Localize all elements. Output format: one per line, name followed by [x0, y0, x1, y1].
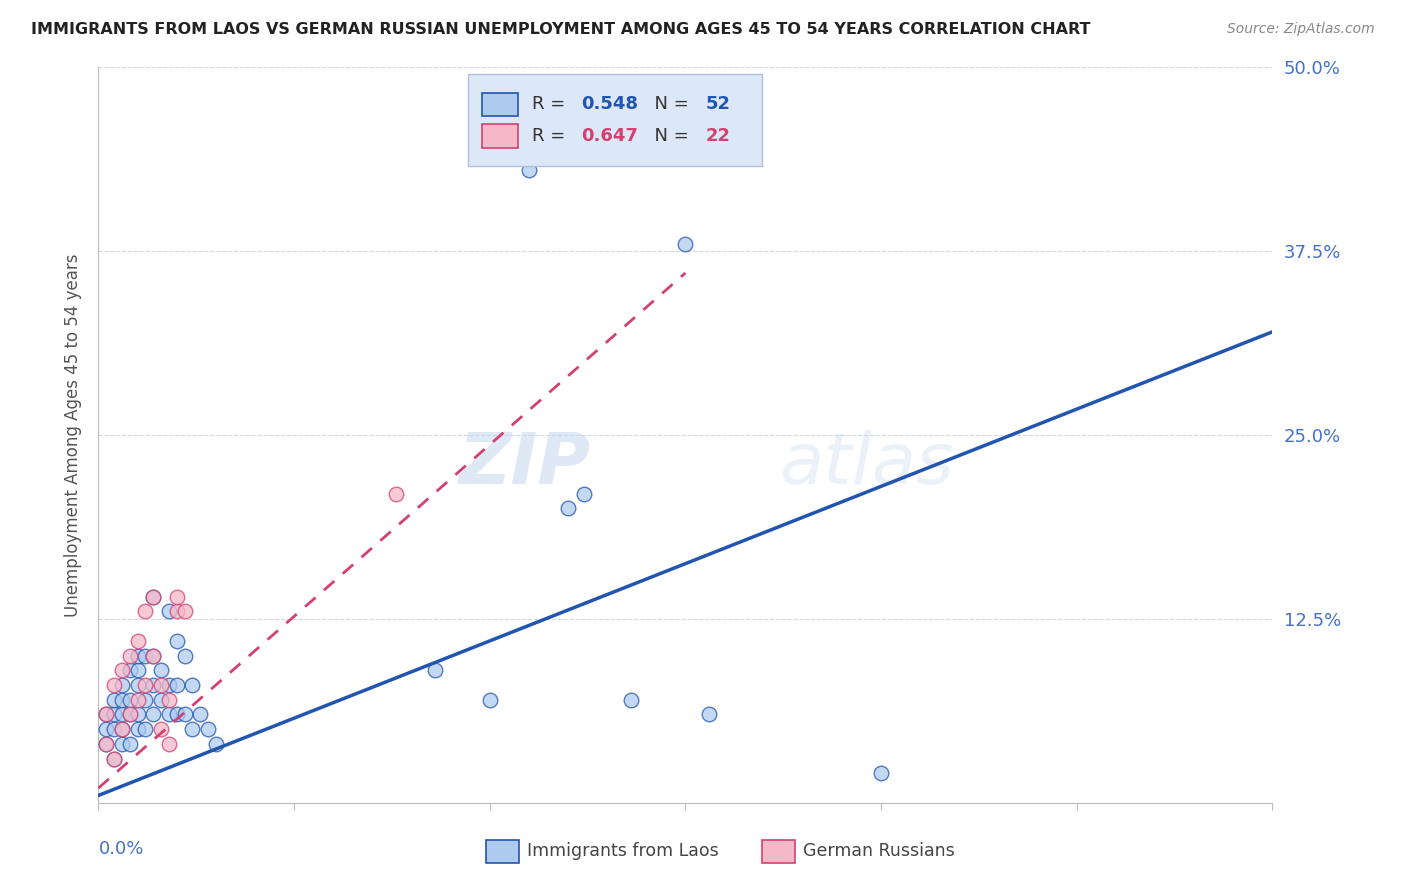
Point — [103, 678, 125, 692]
Text: N =: N = — [643, 95, 695, 113]
FancyBboxPatch shape — [468, 74, 762, 166]
Point — [127, 707, 149, 722]
Point — [118, 648, 141, 663]
Point — [166, 678, 188, 692]
Point — [697, 707, 720, 722]
Point — [127, 723, 149, 737]
Point — [127, 678, 149, 692]
FancyBboxPatch shape — [482, 124, 517, 148]
Point — [166, 633, 188, 648]
Text: Source: ZipAtlas.com: Source: ZipAtlas.com — [1227, 22, 1375, 37]
Point — [166, 707, 188, 722]
Point — [103, 751, 125, 765]
Point — [557, 501, 579, 516]
Point — [118, 692, 141, 706]
Text: ZIP: ZIP — [460, 430, 592, 499]
Y-axis label: Unemployment Among Ages 45 to 54 years: Unemployment Among Ages 45 to 54 years — [63, 253, 82, 616]
Point — [134, 692, 156, 706]
Point — [142, 707, 165, 722]
Point — [103, 723, 125, 737]
Point — [620, 692, 643, 706]
Text: R =: R = — [531, 127, 571, 145]
Text: atlas: atlas — [779, 430, 953, 499]
Point — [111, 737, 134, 751]
Text: 52: 52 — [706, 95, 730, 113]
Point — [205, 737, 228, 751]
Point — [111, 723, 134, 737]
Point — [142, 648, 165, 663]
Point — [118, 707, 141, 722]
Point — [181, 678, 204, 692]
Point — [118, 664, 141, 678]
Point — [96, 737, 118, 751]
Point — [103, 707, 125, 722]
Point — [517, 163, 540, 178]
Point — [111, 692, 134, 706]
Point — [173, 648, 195, 663]
Point — [675, 236, 697, 251]
Point — [478, 692, 501, 706]
Text: 0.647: 0.647 — [581, 127, 638, 145]
FancyBboxPatch shape — [762, 839, 794, 863]
Point — [181, 723, 204, 737]
Point — [111, 723, 134, 737]
Text: N =: N = — [643, 127, 695, 145]
Point — [127, 633, 149, 648]
Point — [423, 664, 446, 678]
Point — [150, 723, 173, 737]
Text: German Russians: German Russians — [803, 842, 955, 861]
Point — [150, 664, 173, 678]
Point — [96, 707, 118, 722]
Point — [385, 487, 408, 501]
Point — [134, 723, 156, 737]
Point — [173, 605, 195, 619]
FancyBboxPatch shape — [482, 93, 517, 116]
Point — [188, 707, 211, 722]
Point — [96, 707, 118, 722]
Point — [118, 737, 141, 751]
Point — [111, 664, 134, 678]
Point — [111, 707, 134, 722]
Point — [134, 648, 156, 663]
Point — [111, 678, 134, 692]
Point — [157, 678, 180, 692]
Point — [173, 707, 195, 722]
Point — [166, 605, 188, 619]
Point — [103, 751, 125, 765]
Point — [150, 692, 173, 706]
Point — [150, 678, 173, 692]
Point — [134, 605, 156, 619]
Text: Immigrants from Laos: Immigrants from Laos — [527, 842, 718, 861]
Point — [157, 605, 180, 619]
Point — [118, 707, 141, 722]
Point — [166, 590, 188, 604]
Point — [157, 737, 180, 751]
Point — [96, 737, 118, 751]
Point — [142, 648, 165, 663]
Text: R =: R = — [531, 95, 571, 113]
Point — [142, 590, 165, 604]
Point — [870, 766, 893, 780]
Point — [127, 664, 149, 678]
Point — [103, 692, 125, 706]
FancyBboxPatch shape — [486, 839, 519, 863]
Point — [142, 590, 165, 604]
Point — [572, 487, 595, 501]
Text: 22: 22 — [706, 127, 730, 145]
Point — [157, 692, 180, 706]
Point — [142, 678, 165, 692]
Point — [197, 723, 219, 737]
Point — [134, 678, 156, 692]
Point — [127, 648, 149, 663]
Point — [127, 692, 149, 706]
Text: 0.0%: 0.0% — [98, 839, 143, 857]
Point — [157, 707, 180, 722]
Point — [96, 723, 118, 737]
Text: IMMIGRANTS FROM LAOS VS GERMAN RUSSIAN UNEMPLOYMENT AMONG AGES 45 TO 54 YEARS CO: IMMIGRANTS FROM LAOS VS GERMAN RUSSIAN U… — [31, 22, 1091, 37]
Text: 0.548: 0.548 — [581, 95, 638, 113]
